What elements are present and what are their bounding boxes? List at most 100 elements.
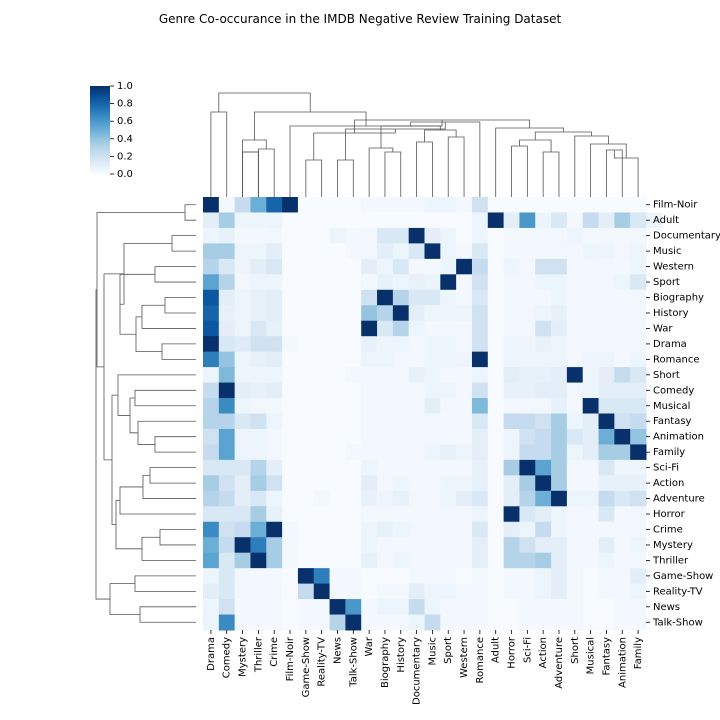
heatmap-cell: [566, 552, 584, 569]
x-tick-label: Adult: [491, 637, 502, 663]
heatmap-cell: [487, 305, 505, 322]
heatmap-cell: [234, 413, 251, 430]
heatmap-cell: [282, 212, 299, 229]
heatmap-cell: [614, 258, 631, 275]
heatmap-cell: [203, 444, 220, 461]
heatmap-cell: [266, 475, 283, 492]
heatmap-cell: [582, 274, 600, 291]
heatmap-cell: [313, 521, 331, 538]
heatmap-cell: [345, 413, 362, 430]
heatmap-cell: [361, 398, 378, 414]
heatmap-cell: [614, 382, 631, 399]
row-dendrogram-link: [161, 343, 196, 360]
heatmap-cell: [566, 367, 584, 384]
heatmap-cell: [598, 367, 615, 384]
heatmap-cell: [250, 398, 267, 414]
heatmap-cell: [456, 243, 473, 260]
heatmap-cell: [614, 490, 631, 507]
heatmap-cell: [503, 351, 520, 368]
heatmap-cell: [408, 599, 425, 616]
heatmap-cell: [329, 444, 346, 461]
heatmap-cell: [535, 398, 552, 414]
heatmap-cell: [519, 413, 536, 430]
heatmap-cell: [519, 599, 536, 616]
heatmap-cell: [250, 428, 267, 445]
heatmap-cell: [266, 336, 283, 353]
y-tick-label: Reality-TV: [653, 586, 703, 597]
heatmap-cell: [361, 459, 378, 476]
heatmap-cell: [440, 490, 457, 507]
heatmap-cell: [297, 305, 315, 322]
column-dendrogram-link: [511, 145, 528, 197]
heatmap-cell: [408, 243, 425, 260]
heatmap-cell: [329, 382, 346, 399]
heatmap-cell: [392, 258, 410, 275]
heatmap-cell: [297, 568, 315, 585]
heatmap-cell: [408, 521, 425, 538]
heatmap-cell: [598, 258, 615, 275]
heatmap-cell: [503, 382, 520, 399]
heatmap-cell: [203, 320, 220, 337]
heatmap-cell: [503, 475, 520, 492]
heatmap-cell: [566, 258, 584, 275]
heatmap-cell: [408, 413, 425, 430]
heatmap-cell: [234, 258, 251, 275]
heatmap-cell: [297, 227, 315, 244]
heatmap-cell: [566, 243, 584, 260]
heatmap-cell: [614, 413, 631, 430]
heatmap-cell: [519, 552, 536, 569]
heatmap-cell: [297, 599, 315, 616]
heatmap-cell: [519, 274, 536, 291]
heatmap-cell: [440, 475, 457, 492]
heatmap-cell: [377, 459, 394, 476]
heatmap-cell: [566, 382, 584, 399]
heatmap-cell: [218, 227, 236, 244]
heatmap-cell: [424, 227, 441, 244]
heatmap-cell: [471, 274, 489, 291]
heatmap-cell: [551, 227, 568, 244]
heatmap-cell: [377, 197, 394, 213]
heatmap-cell: [203, 289, 220, 306]
heatmap-cell: [234, 490, 251, 507]
heatmap-cell: [266, 413, 283, 430]
heatmap-cell: [345, 367, 362, 384]
y-tick-label: Family: [653, 447, 685, 458]
row-dendrogram-link: [137, 420, 196, 445]
heatmap-cell: [203, 212, 220, 229]
x-tick-label: Sport: [443, 637, 454, 664]
heatmap-cell: [408, 475, 425, 492]
heatmap-cell: [203, 367, 220, 384]
heatmap-cell: [535, 428, 552, 445]
heatmap-cell: [471, 413, 489, 430]
heatmap-cell: [456, 212, 473, 229]
heatmap-cell: [329, 552, 346, 569]
row-dendrogram-link: [119, 273, 155, 335]
heatmap-cell: [234, 197, 251, 213]
heatmap-cell: [487, 537, 505, 554]
heatmap-cell: [266, 568, 283, 585]
heatmap-cell: [424, 599, 441, 616]
row-dendrogram-link: [95, 289, 110, 600]
heatmap-cell: [234, 289, 251, 306]
heatmap-cell: [361, 227, 378, 244]
heatmap-cell: [519, 506, 536, 523]
heatmap-cell: [440, 521, 457, 538]
heatmap-cell: [329, 289, 346, 306]
heatmap-cell: [440, 552, 457, 569]
heatmap-cell: [424, 258, 441, 275]
heatmap-cell: [345, 521, 362, 538]
heatmap-cell: [203, 243, 220, 260]
heatmap-cell: [471, 428, 489, 445]
heatmap-cell: [487, 490, 505, 507]
heatmap-cell: [566, 568, 584, 585]
heatmap-cell: [297, 197, 315, 213]
heatmap-cell: [266, 243, 283, 260]
heatmap-cell: [598, 444, 615, 461]
heatmap-cell: [598, 336, 615, 353]
heatmap-cell: [234, 459, 251, 476]
heatmap-cell: [345, 506, 362, 523]
heatmap-cell: [598, 599, 615, 616]
heatmap-cell: [250, 274, 267, 291]
heatmap-cell: [582, 289, 600, 306]
heatmap-cell: [614, 320, 631, 337]
